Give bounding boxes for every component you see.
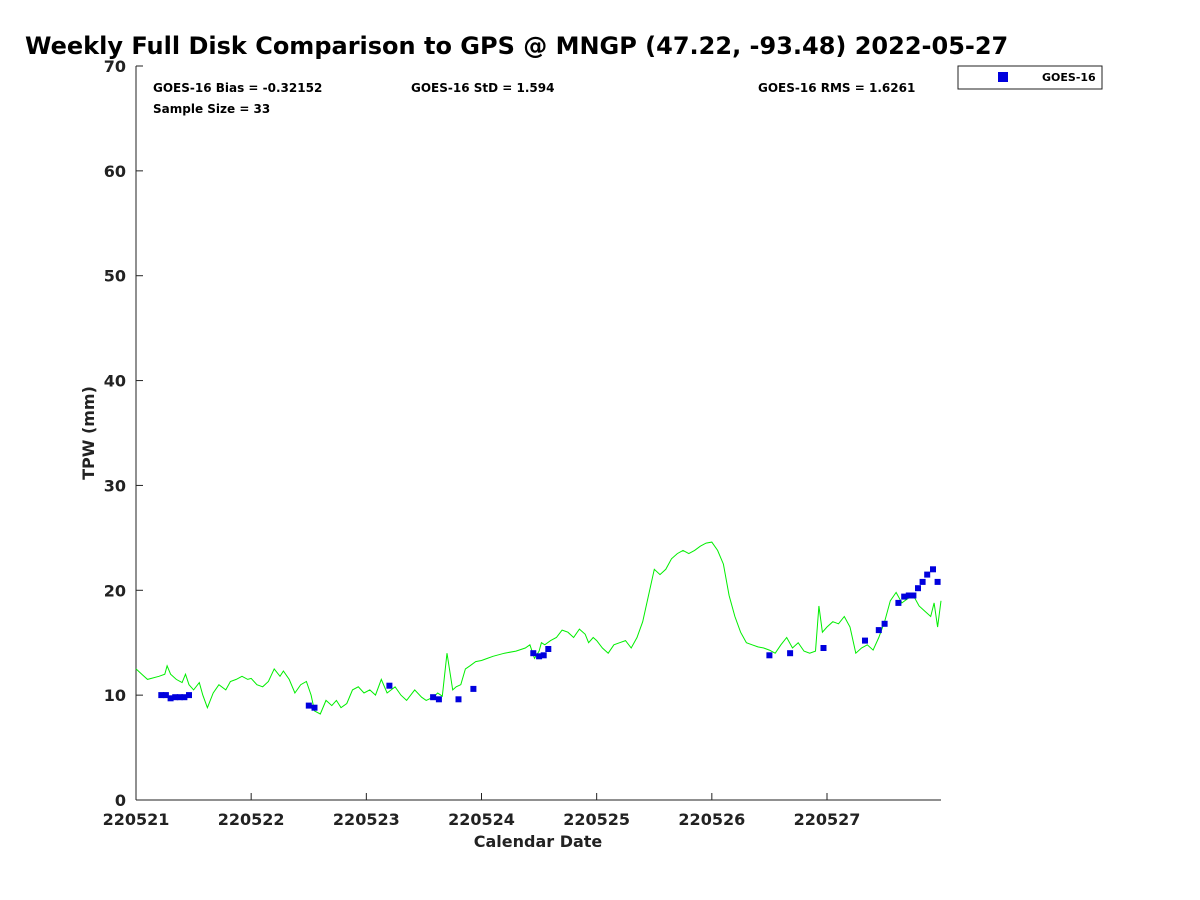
goes16-point [540,652,547,659]
goes16-point [158,692,165,699]
goes16-point [162,692,169,699]
y-tick-label: 30 [104,476,126,495]
goes16-point [910,592,917,599]
goes16-point [895,599,902,606]
rms-stat: GOES-16 RMS = 1.6261 [758,81,915,95]
goes16-point [905,592,912,599]
goes16-point [820,645,827,651]
goes16-point [311,704,318,711]
goes16-point [875,627,882,634]
x-tick-label: 220526 [678,810,745,829]
goes16-point [787,650,794,657]
legend-label-goes16: GOES-16 [1042,71,1096,84]
y-tick-label: 20 [104,581,126,600]
x-tick-label: 220527 [794,810,861,829]
y-ticks: 0 10 20 30 40 50 60 70 [104,57,143,810]
legend-marker-goes16 [998,72,1008,82]
goes16-point [176,694,183,701]
goes16-point [530,650,537,657]
goes16-point [386,682,393,689]
y-tick-label: 40 [104,372,126,391]
goes16-point [545,646,552,652]
goes16-point [919,578,926,585]
goes16-point [901,593,908,600]
series-layer [135,541,942,715]
goes16-point [766,652,773,659]
goes16-point [930,566,936,573]
gps-tpw-line [135,541,942,715]
legend: GOES-16 [957,65,1103,90]
x-ticks: 220521 220522 220523 220524 220525 220526 2205… [103,793,861,829]
x-tick-label: 220523 [333,810,400,829]
goes16-point [915,585,921,592]
chart-title: Weekly Full Disk Comparison to GPS @ MNG… [25,32,1008,60]
y-tick-label: 50 [104,267,126,286]
sample-size-stat: Sample Size = 33 [153,102,270,116]
x-tick-label: 220525 [563,810,630,829]
goes16-point [924,571,931,578]
goes16-point [172,694,179,701]
goes16-point [181,694,188,701]
plot-area: 0 10 20 30 40 50 60 70 220521 220522 220523 220524… [103,57,942,829]
goes16-point [305,702,312,709]
goes16-point [536,653,543,660]
x-tick-label: 220521 [103,810,170,829]
y-tick-label: 70 [104,57,126,76]
goes16-point [430,694,437,701]
std-stat: GOES-16 StD = 1.594 [411,81,554,95]
y-tick-label: 10 [104,686,126,705]
goes16-point [455,696,462,703]
x-tick-label: 220524 [448,810,515,829]
y-axis-label: TPW (mm) [79,386,98,480]
y-tick-label: 0 [115,791,126,810]
x-axis-label: Calendar Date [474,832,603,851]
goes16-point [167,695,174,702]
legend-box [957,65,1103,90]
goes16-point [862,637,868,644]
x-tick-label: 220522 [218,810,285,829]
goes16-point [881,620,888,627]
y-tick-label: 60 [104,162,126,181]
goes16-point [470,685,477,692]
goes16-point [186,692,192,699]
goes16-point [934,578,941,585]
goes16-point [435,696,442,703]
bias-stat: GOES-16 Bias = -0.32152 [153,81,322,95]
